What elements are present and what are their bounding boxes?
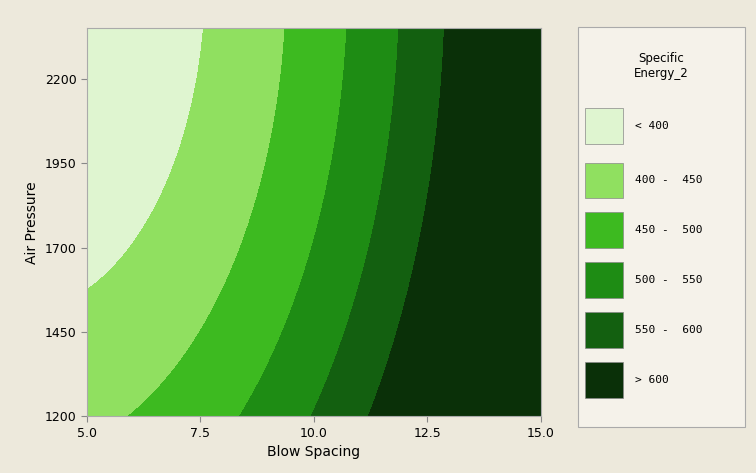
Bar — [585, 212, 623, 248]
Text: < 400: < 400 — [635, 121, 669, 131]
Text: 550 -  600: 550 - 600 — [635, 325, 703, 335]
Text: 500 -  550: 500 - 550 — [635, 275, 703, 285]
Bar — [585, 312, 623, 348]
Bar — [585, 263, 623, 298]
Text: Specific
Energy_2: Specific Energy_2 — [634, 52, 689, 80]
Text: > 600: > 600 — [635, 375, 669, 385]
Y-axis label: Air Pressure: Air Pressure — [25, 181, 39, 263]
Bar — [585, 362, 623, 398]
FancyBboxPatch shape — [578, 27, 745, 427]
Bar — [585, 108, 623, 144]
Text: 450 -  500: 450 - 500 — [635, 225, 703, 236]
Bar — [585, 163, 623, 198]
Text: 400 -  450: 400 - 450 — [635, 175, 703, 185]
X-axis label: Blow Spacing: Blow Spacing — [267, 445, 361, 459]
